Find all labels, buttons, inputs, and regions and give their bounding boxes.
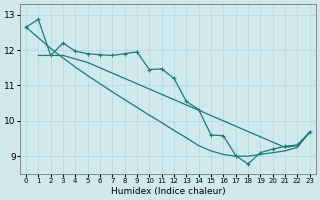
X-axis label: Humidex (Indice chaleur): Humidex (Indice chaleur) (110, 187, 225, 196)
